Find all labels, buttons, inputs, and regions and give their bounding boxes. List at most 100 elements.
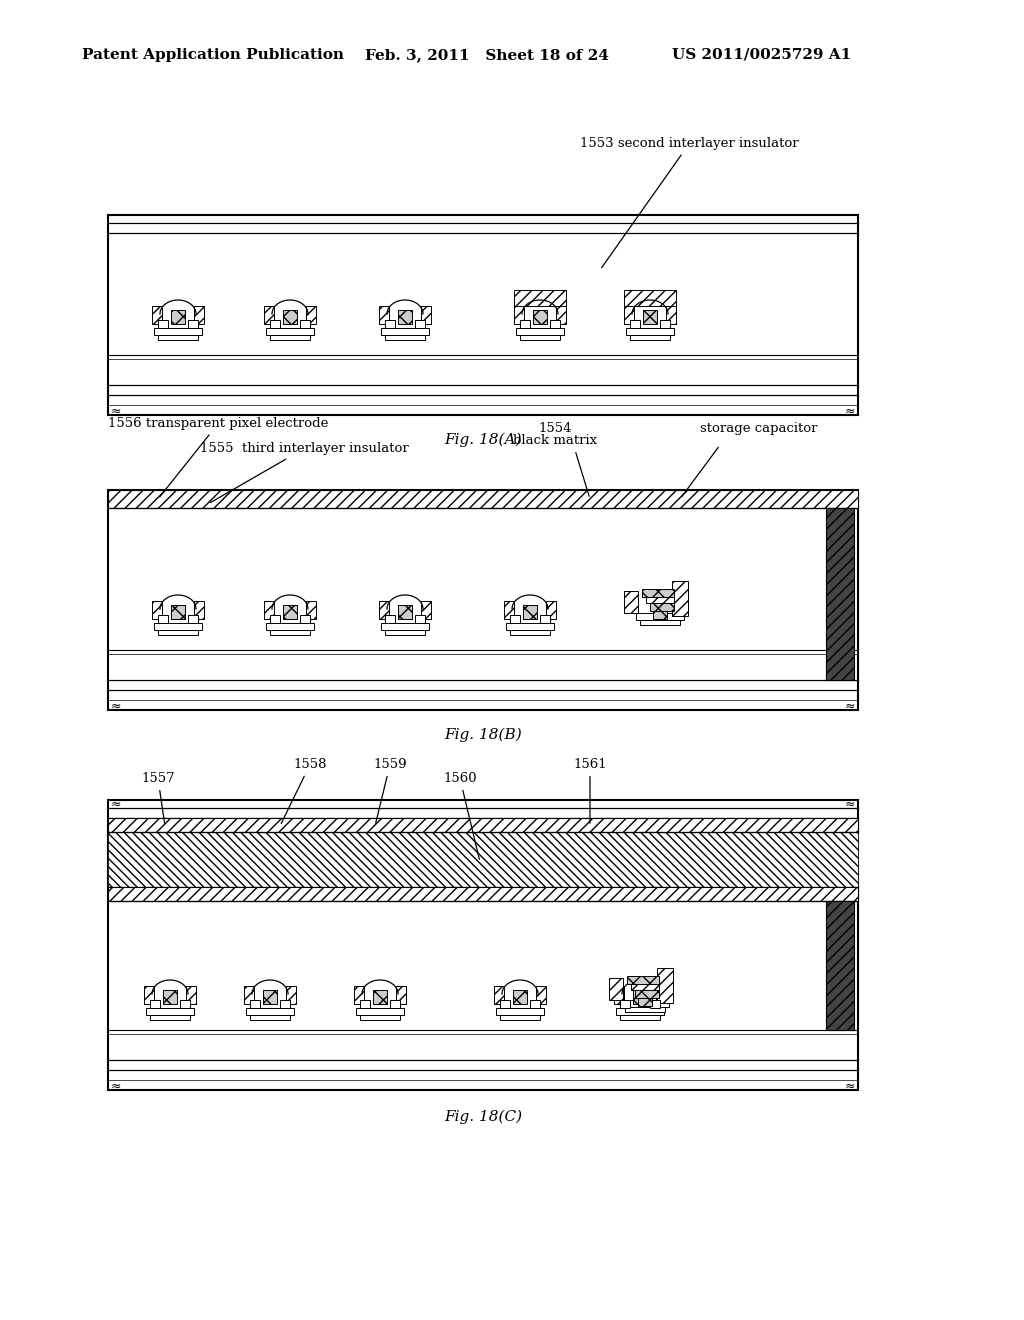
- Text: ≈: ≈: [845, 404, 855, 417]
- Bar: [108, 215, 858, 414]
- Bar: [624, 306, 634, 323]
- Bar: [360, 1015, 400, 1020]
- Bar: [150, 1001, 160, 1008]
- Bar: [421, 306, 431, 323]
- Bar: [646, 597, 674, 603]
- Bar: [244, 986, 254, 1005]
- Text: 1560: 1560: [443, 772, 479, 859]
- Text: Feb. 3, 2011   Sheet 18 of 24: Feb. 3, 2011 Sheet 18 of 24: [365, 48, 609, 62]
- Bar: [283, 310, 297, 323]
- Bar: [546, 601, 556, 619]
- Text: ≈: ≈: [111, 797, 121, 810]
- Bar: [506, 623, 554, 630]
- Bar: [510, 615, 520, 623]
- Bar: [263, 990, 278, 1005]
- Bar: [494, 986, 504, 1005]
- Bar: [513, 990, 527, 1005]
- Bar: [188, 319, 198, 327]
- Text: 1553 second interlayer insulator: 1553 second interlayer insulator: [580, 137, 799, 268]
- Bar: [270, 335, 310, 341]
- Bar: [283, 605, 297, 619]
- Bar: [158, 615, 168, 623]
- Text: Fig. 18(C): Fig. 18(C): [444, 1110, 522, 1125]
- Bar: [650, 603, 674, 611]
- Bar: [158, 630, 198, 635]
- Bar: [530, 1001, 540, 1008]
- Bar: [154, 327, 202, 335]
- Bar: [264, 306, 274, 323]
- Bar: [108, 818, 858, 832]
- Text: Fig. 18(B): Fig. 18(B): [444, 729, 522, 742]
- Bar: [516, 327, 564, 335]
- Text: 1558: 1558: [282, 758, 327, 824]
- Bar: [108, 832, 858, 887]
- Bar: [158, 319, 168, 327]
- Bar: [500, 1015, 540, 1020]
- Bar: [510, 630, 550, 635]
- Bar: [631, 983, 659, 990]
- Bar: [656, 986, 666, 1005]
- Bar: [385, 319, 395, 327]
- Bar: [356, 1008, 404, 1015]
- Bar: [150, 1015, 190, 1020]
- Bar: [270, 630, 310, 635]
- Bar: [635, 990, 659, 998]
- Bar: [536, 986, 546, 1005]
- Bar: [826, 508, 854, 680]
- Text: ≈: ≈: [845, 797, 855, 810]
- Bar: [638, 998, 652, 1006]
- Text: ≈: ≈: [111, 1080, 121, 1093]
- Bar: [640, 620, 680, 624]
- Bar: [250, 1001, 260, 1008]
- Bar: [158, 335, 198, 341]
- Bar: [624, 591, 638, 612]
- Bar: [188, 615, 198, 623]
- Bar: [250, 1015, 290, 1020]
- Bar: [504, 601, 514, 619]
- Bar: [540, 615, 550, 623]
- Bar: [398, 310, 412, 323]
- Bar: [826, 902, 854, 1030]
- Text: black matrix: black matrix: [513, 434, 597, 447]
- Bar: [300, 319, 310, 327]
- Text: 1555  third interlayer insulator: 1555 third interlayer insulator: [200, 442, 409, 503]
- Bar: [643, 310, 657, 323]
- Bar: [633, 990, 647, 1005]
- Text: Fig. 18(A): Fig. 18(A): [444, 433, 522, 447]
- Bar: [270, 615, 280, 623]
- Bar: [286, 986, 296, 1005]
- Bar: [246, 1008, 294, 1015]
- Bar: [636, 612, 684, 620]
- Text: 1561: 1561: [573, 758, 607, 824]
- Bar: [556, 306, 566, 323]
- Bar: [534, 310, 547, 323]
- Bar: [194, 601, 204, 619]
- Bar: [385, 615, 395, 623]
- Bar: [266, 327, 314, 335]
- Bar: [672, 581, 688, 616]
- Bar: [108, 800, 858, 1090]
- Text: US 2011/0025729 A1: US 2011/0025729 A1: [672, 48, 851, 62]
- Bar: [500, 1001, 510, 1008]
- Text: 1559: 1559: [373, 758, 407, 824]
- Bar: [306, 306, 316, 323]
- Bar: [514, 306, 524, 323]
- Bar: [609, 978, 623, 1001]
- Text: ≈: ≈: [111, 404, 121, 417]
- Bar: [306, 601, 316, 619]
- Bar: [354, 986, 364, 1005]
- Bar: [630, 335, 670, 341]
- Bar: [108, 490, 858, 508]
- Bar: [642, 589, 674, 597]
- Bar: [152, 306, 162, 323]
- Bar: [620, 1001, 630, 1008]
- Bar: [626, 327, 674, 335]
- Bar: [627, 975, 659, 983]
- Bar: [666, 306, 676, 323]
- Bar: [171, 605, 185, 619]
- Bar: [398, 605, 412, 619]
- Text: 1556 transparent pixel electrode: 1556 transparent pixel electrode: [108, 417, 329, 496]
- Bar: [280, 1001, 290, 1008]
- Bar: [653, 611, 667, 619]
- Bar: [385, 630, 425, 635]
